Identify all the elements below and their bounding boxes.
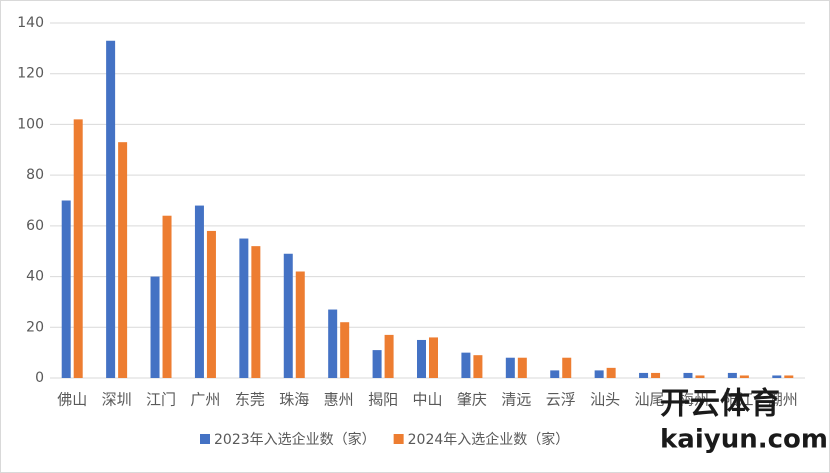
bar	[562, 357, 572, 378]
bar	[340, 322, 350, 378]
bar	[727, 372, 737, 378]
bar	[417, 339, 426, 378]
bar	[695, 375, 705, 378]
y-tick-label: 100	[17, 116, 44, 132]
bar	[73, 119, 83, 378]
x-tick-label: 佛山	[57, 391, 87, 409]
bar	[461, 352, 471, 378]
x-tick-label: 云浮	[546, 391, 576, 409]
bar	[739, 375, 749, 378]
bar	[784, 375, 794, 378]
x-tick-label: 汕头	[590, 391, 620, 409]
bar	[61, 200, 71, 378]
bar	[639, 372, 649, 378]
legend-swatch	[393, 434, 404, 444]
x-tick-label: 清远	[501, 391, 531, 409]
bar	[429, 337, 438, 378]
bar	[295, 271, 305, 378]
legend-label: 2024年入选企业数（家）	[408, 431, 570, 448]
bar	[106, 40, 116, 378]
y-tick-label: 40	[26, 269, 44, 285]
x-tick-label: 江门	[146, 391, 176, 409]
x-tick-label: 中山	[412, 391, 442, 409]
bar	[118, 142, 128, 378]
y-tick-label: 140	[17, 15, 44, 31]
x-tick-label: 梅州	[679, 391, 709, 409]
x-tick-label: 肇庆	[457, 391, 487, 409]
legend-label: 2023年入选企业数（家）	[214, 431, 376, 448]
bar	[206, 230, 216, 378]
bar	[283, 253, 293, 378]
bar	[550, 370, 560, 378]
bar	[328, 309, 338, 378]
y-tick-label: 120	[17, 66, 44, 82]
x-tick-label: 汕尾	[635, 391, 665, 409]
bar	[194, 205, 204, 378]
bar	[239, 238, 249, 378]
watermark-text: 开云体育	[660, 387, 780, 422]
bar	[772, 375, 782, 378]
y-tick-label: 0	[35, 370, 44, 386]
bar	[651, 372, 661, 378]
bar	[162, 215, 172, 378]
bar	[251, 246, 261, 378]
x-tick-label: 深圳	[102, 391, 132, 409]
bar	[473, 355, 483, 378]
bar	[384, 334, 394, 378]
x-tick-label: 广州	[190, 391, 220, 409]
y-tick-label: 60	[26, 218, 44, 234]
x-tick-label: 东莞	[235, 391, 265, 409]
x-tick-label: 潮州	[768, 391, 798, 409]
x-tick-label: 揭阳	[368, 391, 398, 409]
x-tick-label: 惠州	[324, 391, 354, 409]
y-tick-label: 80	[26, 167, 44, 183]
y-tick-label: 20	[26, 319, 44, 335]
bar	[606, 367, 616, 378]
bar	[150, 276, 160, 378]
bar	[517, 357, 527, 378]
watermark-text: kaiyun.com	[660, 425, 828, 455]
x-tick-label: 阳江	[723, 391, 753, 409]
bar	[683, 372, 693, 378]
bar	[594, 370, 604, 378]
x-tick-label: 珠海	[279, 391, 309, 409]
bar	[372, 350, 382, 378]
bar	[505, 357, 515, 378]
legend-swatch	[200, 434, 210, 444]
